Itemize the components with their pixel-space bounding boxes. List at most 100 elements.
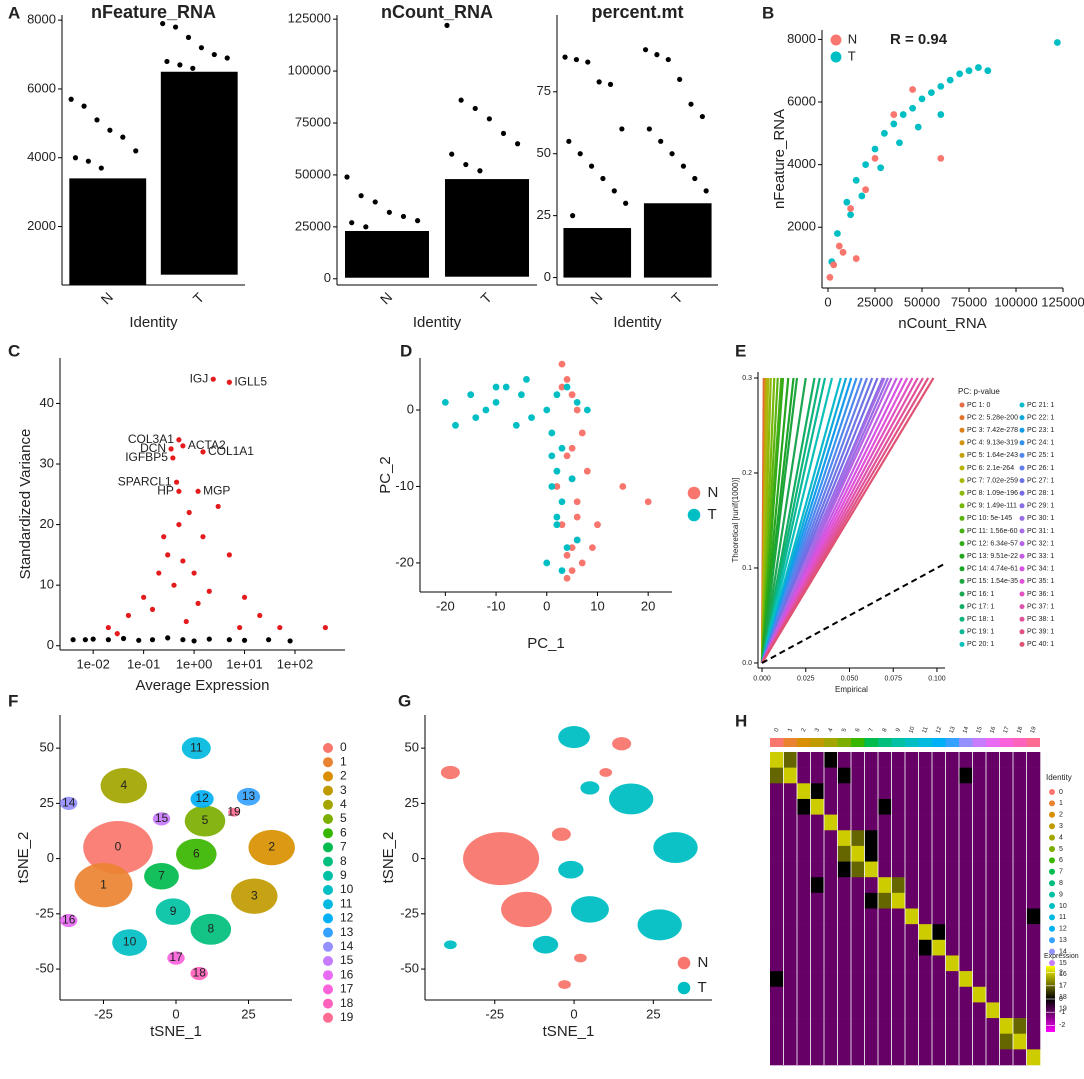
heat-cell — [999, 845, 1014, 862]
point — [578, 559, 586, 567]
heat-cell — [770, 1033, 784, 1050]
heat-cell — [972, 845, 987, 862]
point — [553, 483, 561, 490]
legend-label: PC 9: 1.49e-111 — [967, 503, 1017, 510]
y-axis-label: tSNE_2 — [15, 832, 32, 884]
heat-cell — [783, 892, 798, 909]
legend-label: 2 — [1059, 812, 1063, 819]
heat-cell — [891, 752, 906, 768]
heat-cell — [797, 1049, 811, 1066]
heat-cell — [905, 924, 919, 941]
point — [363, 224, 369, 230]
cluster-tick-label: 9 — [895, 727, 902, 733]
heat-cell — [1026, 783, 1041, 800]
heat-cell — [986, 783, 1000, 800]
legend-swatch — [1019, 515, 1025, 521]
point — [482, 406, 490, 414]
dense-points — [643, 203, 712, 278]
heat-cell — [851, 752, 865, 768]
point — [226, 637, 232, 643]
heat-cell — [851, 892, 865, 909]
heat-cell — [999, 971, 1014, 988]
heat-cell — [972, 939, 987, 956]
heat-cell — [1026, 955, 1041, 972]
heat-cell — [810, 1002, 825, 1019]
heat-cell — [959, 1018, 973, 1034]
heat-cell — [783, 798, 798, 815]
point — [164, 58, 170, 65]
point — [241, 637, 248, 643]
point — [563, 551, 571, 559]
heat-cell — [1013, 752, 1027, 768]
legend-swatch — [959, 490, 965, 496]
cluster-label: 13 — [242, 789, 256, 803]
cluster-tick-label: 19 — [1030, 725, 1038, 734]
legend-swatch — [1049, 811, 1055, 818]
heat-cell — [986, 798, 1000, 815]
point — [553, 513, 561, 521]
point — [852, 255, 860, 262]
legend-label: PC 18: 1 — [967, 616, 994, 623]
legend-swatch — [1019, 641, 1025, 647]
point — [847, 211, 854, 219]
dense-points — [563, 228, 632, 278]
point — [677, 76, 683, 83]
legend-label: PC 7: 7.02e-259 — [967, 477, 1018, 484]
group-blob — [558, 980, 571, 989]
heat-cell — [932, 798, 946, 815]
cluster-label: 12 — [195, 791, 209, 805]
legend-label: PC 36: 1 — [1027, 591, 1054, 598]
legend-label: 18 — [1059, 994, 1067, 1001]
point — [577, 151, 583, 157]
point — [349, 220, 355, 226]
heat-cell — [783, 814, 798, 831]
heat-cell — [878, 1002, 892, 1019]
cluster — [59, 913, 78, 928]
heat-cell — [999, 892, 1014, 909]
legend-swatch — [959, 591, 965, 597]
heat-cell — [918, 1002, 933, 1019]
heat-cell — [986, 861, 1000, 878]
heat-cell — [945, 971, 960, 988]
legend-swatch — [959, 541, 965, 547]
chart-title: percent.mt — [591, 2, 683, 22]
dense-points — [69, 178, 147, 285]
heat-cell — [1013, 908, 1027, 925]
point — [191, 638, 197, 644]
heat-cell — [891, 1002, 906, 1019]
heat-cell — [905, 752, 919, 768]
point — [105, 624, 111, 631]
point — [585, 59, 591, 65]
heat-cell — [783, 830, 798, 847]
heat-cell — [864, 767, 879, 784]
heat-cell — [905, 1049, 919, 1066]
heat-cell — [851, 924, 865, 941]
heat-cell — [770, 971, 784, 988]
heat-cell — [824, 892, 838, 909]
legend-swatch — [1019, 591, 1025, 597]
point — [688, 101, 694, 107]
point — [909, 86, 917, 93]
point — [133, 148, 139, 154]
heat-cell — [851, 1002, 865, 1019]
point — [449, 151, 455, 157]
point — [107, 127, 113, 133]
heat-cell — [837, 830, 852, 847]
heat-cell — [945, 845, 960, 862]
point — [699, 113, 705, 120]
point — [125, 612, 132, 619]
legend-label: PC 34: 1 — [1027, 566, 1054, 573]
point — [477, 168, 483, 174]
point — [568, 567, 576, 574]
point — [553, 467, 561, 475]
x-tick-label: 1e-02 — [77, 657, 110, 672]
point — [206, 588, 212, 594]
point-label: COL3A1 — [128, 432, 174, 446]
cluster — [231, 878, 278, 914]
heat-cell — [1013, 1002, 1027, 1019]
group-blob — [558, 726, 590, 749]
point — [654, 52, 660, 58]
point — [830, 261, 838, 269]
cluster-bar — [878, 738, 892, 747]
heat-cell — [783, 924, 798, 941]
